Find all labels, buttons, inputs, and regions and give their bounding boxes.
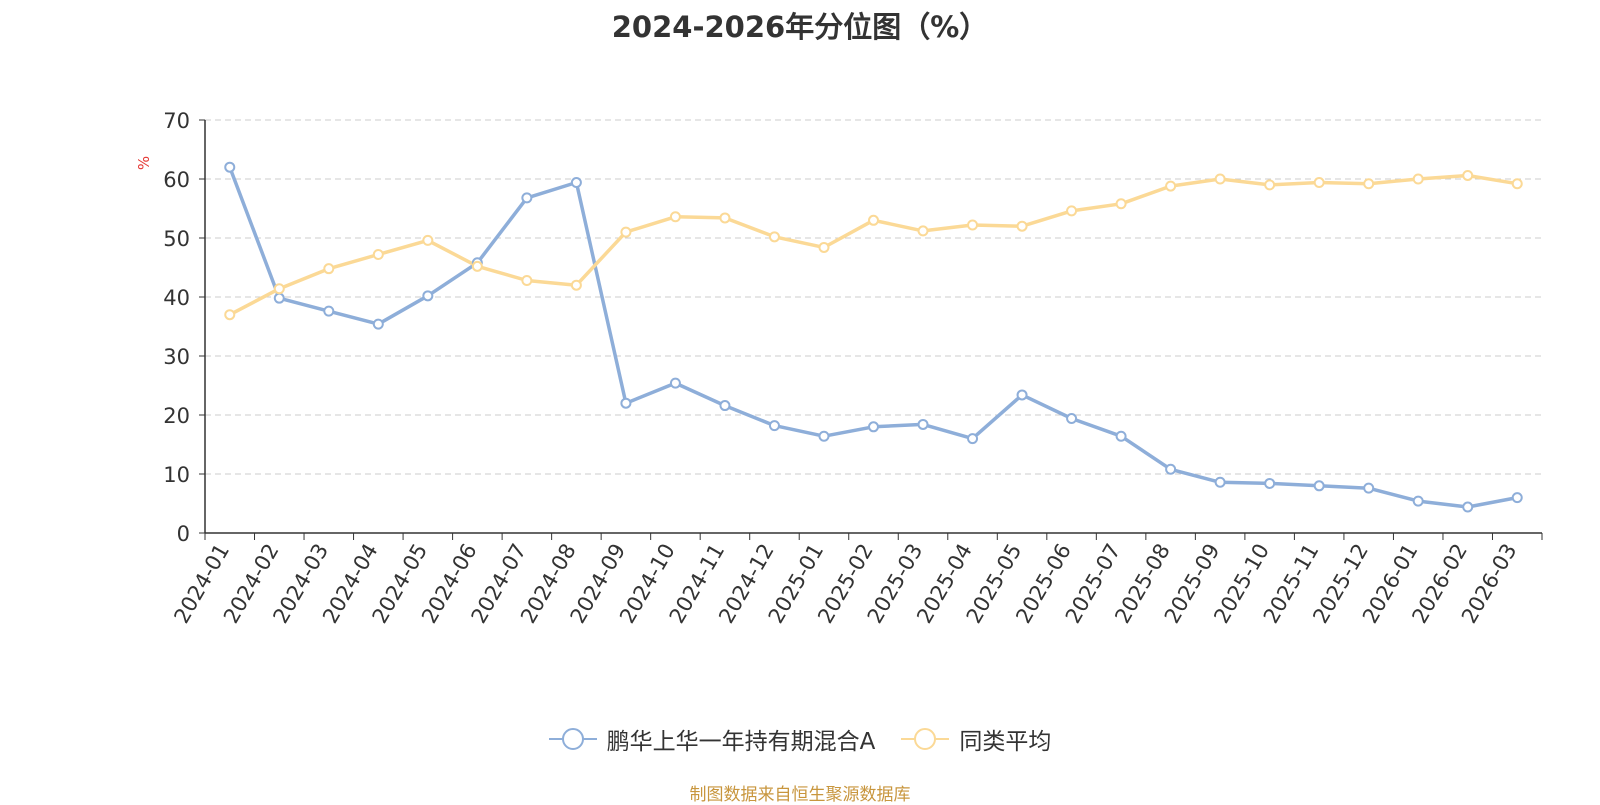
- data-point[interactable]: [620, 226, 632, 238]
- data-point[interactable]: [1264, 179, 1276, 191]
- data-point[interactable]: [818, 241, 830, 253]
- chart-title: 2024-2026年分位图（%）: [611, 10, 989, 44]
- data-point[interactable]: [669, 377, 681, 389]
- data-point[interactable]: [372, 249, 384, 261]
- data-point[interactable]: [868, 421, 879, 433]
- line-chart: 0102030405060702024-012024-022024-032024…: [135, 109, 1543, 627]
- y-tick-label: 60: [163, 168, 190, 192]
- data-point[interactable]: [1165, 180, 1177, 192]
- data-point[interactable]: [224, 161, 236, 173]
- legend-item-series-1[interactable]: 鹏华上华一年持有期混合A: [548, 722, 876, 756]
- data-point[interactable]: [372, 318, 384, 330]
- data-point[interactable]: [1264, 477, 1276, 489]
- data-point[interactable]: [967, 433, 979, 445]
- data-point[interactable]: [323, 305, 335, 317]
- data-point[interactable]: [1313, 480, 1325, 492]
- data-point[interactable]: [868, 214, 879, 226]
- y-tick-label: 70: [163, 109, 190, 133]
- data-point[interactable]: [1363, 482, 1375, 494]
- y-tick-label: 40: [163, 286, 190, 310]
- y-axis-label: %: [135, 156, 153, 170]
- data-point[interactable]: [768, 231, 780, 243]
- data-point[interactable]: [768, 420, 780, 432]
- y-tick-label: 30: [163, 345, 190, 369]
- data-point[interactable]: [818, 430, 830, 442]
- legend: 鹏华上华一年持有期混合A 同类平均: [0, 722, 1600, 756]
- data-point[interactable]: [1511, 492, 1523, 504]
- data-point[interactable]: [1115, 430, 1127, 442]
- data-point[interactable]: [1363, 178, 1375, 190]
- axes: 0102030405060702024-012024-022024-032024…: [163, 109, 1543, 627]
- data-point[interactable]: [1066, 413, 1078, 425]
- data-point[interactable]: [570, 279, 582, 291]
- data-point[interactable]: [1412, 173, 1424, 185]
- data-point[interactable]: [1214, 173, 1226, 185]
- y-tick-label: 20: [163, 404, 190, 428]
- grid-lines: [205, 119, 1542, 475]
- data-points: [224, 161, 1523, 513]
- legend-circle-icon: [901, 728, 950, 750]
- y-tick-label: 10: [163, 463, 190, 487]
- data-point[interactable]: [521, 192, 533, 204]
- data-point[interactable]: [967, 219, 979, 231]
- data-point[interactable]: [1115, 198, 1127, 210]
- legend-label-series-1: 鹏华上华一年持有期混合A: [606, 729, 876, 755]
- data-point[interactable]: [1016, 220, 1028, 232]
- legend-item-series-2[interactable]: 同类平均: [901, 722, 1051, 756]
- data-point[interactable]: [1165, 463, 1177, 475]
- data-point[interactable]: [917, 418, 929, 430]
- data-point[interactable]: [273, 283, 285, 295]
- data-point[interactable]: [1313, 177, 1325, 189]
- data-point[interactable]: [273, 292, 285, 304]
- data-point[interactable]: [719, 400, 731, 412]
- legend-circle-icon: [548, 728, 597, 750]
- data-point[interactable]: [719, 212, 731, 224]
- data-point[interactable]: [422, 234, 434, 246]
- data-point[interactable]: [1511, 178, 1523, 190]
- y-tick-label: 0: [177, 522, 190, 546]
- data-point[interactable]: [422, 290, 434, 302]
- data-point[interactable]: [224, 309, 236, 321]
- data-point[interactable]: [1016, 389, 1028, 401]
- data-point[interactable]: [570, 177, 582, 189]
- data-point[interactable]: [471, 260, 483, 272]
- y-tick-label: 50: [163, 227, 190, 251]
- data-point[interactable]: [669, 211, 681, 223]
- legend-label-series-2: 同类平均: [959, 729, 1052, 755]
- data-point[interactable]: [521, 274, 533, 286]
- data-point[interactable]: [323, 263, 335, 275]
- data-point[interactable]: [1214, 476, 1226, 488]
- data-point[interactable]: [917, 225, 929, 237]
- data-point[interactable]: [1066, 205, 1078, 217]
- data-source-note: 制图数据来自恒生聚源数据库: [689, 785, 911, 805]
- data-point[interactable]: [620, 397, 632, 409]
- data-point[interactable]: [1462, 501, 1474, 513]
- data-point[interactable]: [1412, 495, 1424, 507]
- data-point[interactable]: [1462, 169, 1474, 181]
